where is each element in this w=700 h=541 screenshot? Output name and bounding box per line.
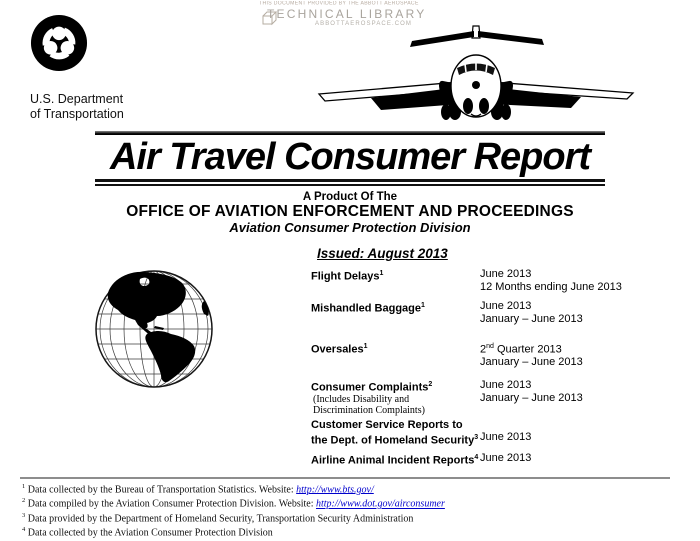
- watermark-title: TECHNICAL LIBRARY: [267, 7, 427, 21]
- footnote-ref: 2: [428, 381, 433, 388]
- title-block: Air Travel Consumer Report: [95, 131, 605, 186]
- row-note-line: (Includes Disability and: [313, 394, 410, 406]
- footnote-number: 1: [22, 483, 26, 490]
- footnote-ref: 4: [474, 454, 479, 461]
- row-label-line: Customer Service Reports to: [311, 419, 463, 431]
- row-label-text: Airline Animal Incident Reports: [311, 454, 475, 467]
- date-line: June 2013: [480, 300, 532, 312]
- footnote-number: 2: [22, 497, 26, 505]
- row-consumer-complaints-label: Consumer Complaints2 (Includes Disabilit…: [311, 379, 479, 416]
- footnote-text: Data compiled by the Aviation Consumer P…: [27, 498, 316, 510]
- quarter-number: 2: [480, 343, 487, 356]
- row-label-text: Flight Delays: [311, 270, 380, 283]
- date-line: June 2013: [480, 452, 532, 464]
- footnote-line: 3 Data provided by the Department of Hom…: [22, 510, 682, 524]
- footnote-ref: 1: [379, 270, 384, 277]
- row-label-text: Consumer Complaints: [311, 381, 429, 394]
- watermark-site-link[interactable]: ABBOTTAEROSPACE.COM: [315, 21, 413, 27]
- title-bottom-rule-thin: [95, 184, 605, 186]
- row-label-text: Mishandled Baggage: [311, 302, 422, 315]
- dept-line2: of Transportation: [30, 107, 124, 121]
- date-line: June 2013: [480, 431, 532, 443]
- row-note-line: Discrimination Complaints): [313, 405, 425, 417]
- watermark: THIS DOCUMENT PROVIDED BY THE ABBOTT AER…: [253, 1, 428, 27]
- row-customer-service-label: Customer Service Reports to the Dept. of…: [311, 419, 479, 447]
- footnotes: 1 Data collected by the Bureau of Transp…: [22, 481, 682, 538]
- department-name: U.S. Department of Transportation: [30, 92, 124, 122]
- row-consumer-complaints-dates: June 2013 January – June 2013: [480, 379, 680, 404]
- row-oversales-dates: 2nd Quarter 2013 January – June 2013: [480, 341, 680, 369]
- dot-airconsumer-link[interactable]: http://www.dot.gov/airconsumer: [315, 498, 445, 510]
- airplane-illustration: [317, 25, 635, 120]
- date-line: January – June 2013: [480, 356, 583, 369]
- row-customer-service-dates: June 2013: [480, 431, 680, 444]
- row-mishandled-baggage-label: Mishandled Baggage1: [311, 300, 479, 315]
- row-label-text: Oversales: [311, 343, 364, 356]
- date-line: 12 Months ending June 2013: [480, 280, 622, 293]
- quarter-rest: Quarter 2013: [493, 343, 562, 356]
- row-mishandled-baggage-dates: June 2013 January – June 2013: [480, 300, 680, 325]
- row-flight-delays-dates: June 2013 12 Months ending June 2013: [480, 268, 680, 293]
- row-animal-incident-label: Airline Animal Incident Reports4: [311, 452, 479, 467]
- page-title: Air Travel Consumer Report: [109, 136, 591, 178]
- title-bottom-rule-thick: [95, 179, 605, 182]
- footnote-text: Data provided by the Department of Homel…: [27, 512, 414, 524]
- date-line: June 2013: [480, 379, 532, 391]
- row-animal-incident-dates: June 2013: [480, 452, 680, 465]
- date-line: January – June 2013: [480, 391, 583, 404]
- footnote-number: 3: [22, 511, 26, 519]
- date-line: June 2013: [480, 268, 532, 280]
- footnote-text: Data collected by the Bureau of Transpor…: [27, 484, 297, 496]
- row-flight-delays-label: Flight Delays1: [311, 268, 479, 283]
- product-of-line: A Product Of The: [302, 191, 398, 203]
- dept-line1: U.S. Department: [30, 92, 124, 106]
- title-top-rule: [95, 131, 605, 135]
- footnote-line: 4 Data collected by the Aviation Consume…: [22, 524, 682, 538]
- issued-date-heading: Issued: August 2013: [317, 246, 448, 261]
- globe-illustration: [95, 270, 213, 388]
- watermark-provided-line: THIS DOCUMENT PROVIDED BY THE ABBOTT AER…: [259, 1, 419, 7]
- footnote-ref: 3: [474, 433, 479, 441]
- row-label-line: the Dept. of Homeland Security3: [311, 432, 479, 447]
- footnote-separator-rule: [20, 477, 670, 479]
- footnote-number: 4: [22, 525, 26, 533]
- quarter-ordinal: nd: [486, 343, 494, 350]
- footnote-line: 1 Data collected by the Bureau of Transp…: [22, 481, 682, 495]
- footnote-ref: 1: [363, 343, 368, 350]
- row-oversales-label: Oversales1: [311, 341, 479, 356]
- us-dot-logo-icon: [30, 14, 88, 72]
- office-name: OFFICE OF AVIATION ENFORCEMENT AND PROCE…: [126, 203, 574, 220]
- footnote-ref: 1: [421, 302, 425, 309]
- cube-icon: [262, 11, 278, 26]
- date-line: January – June 2013: [480, 312, 583, 325]
- row-label-line: Consumer Complaints2: [311, 379, 479, 394]
- row-label-text: the Dept. of Homeland Security: [311, 434, 475, 447]
- date-line: 2nd Quarter 2013: [480, 341, 680, 356]
- footnote-line: 2 Data compiled by the Aviation Consumer…: [22, 495, 682, 509]
- footnote-text: Data collected by the Aviation Consumer …: [27, 527, 273, 539]
- division-name: Aviation Consumer Protection Division: [229, 220, 471, 235]
- bts-website-link[interactable]: http://www.bts.gov/: [296, 484, 374, 496]
